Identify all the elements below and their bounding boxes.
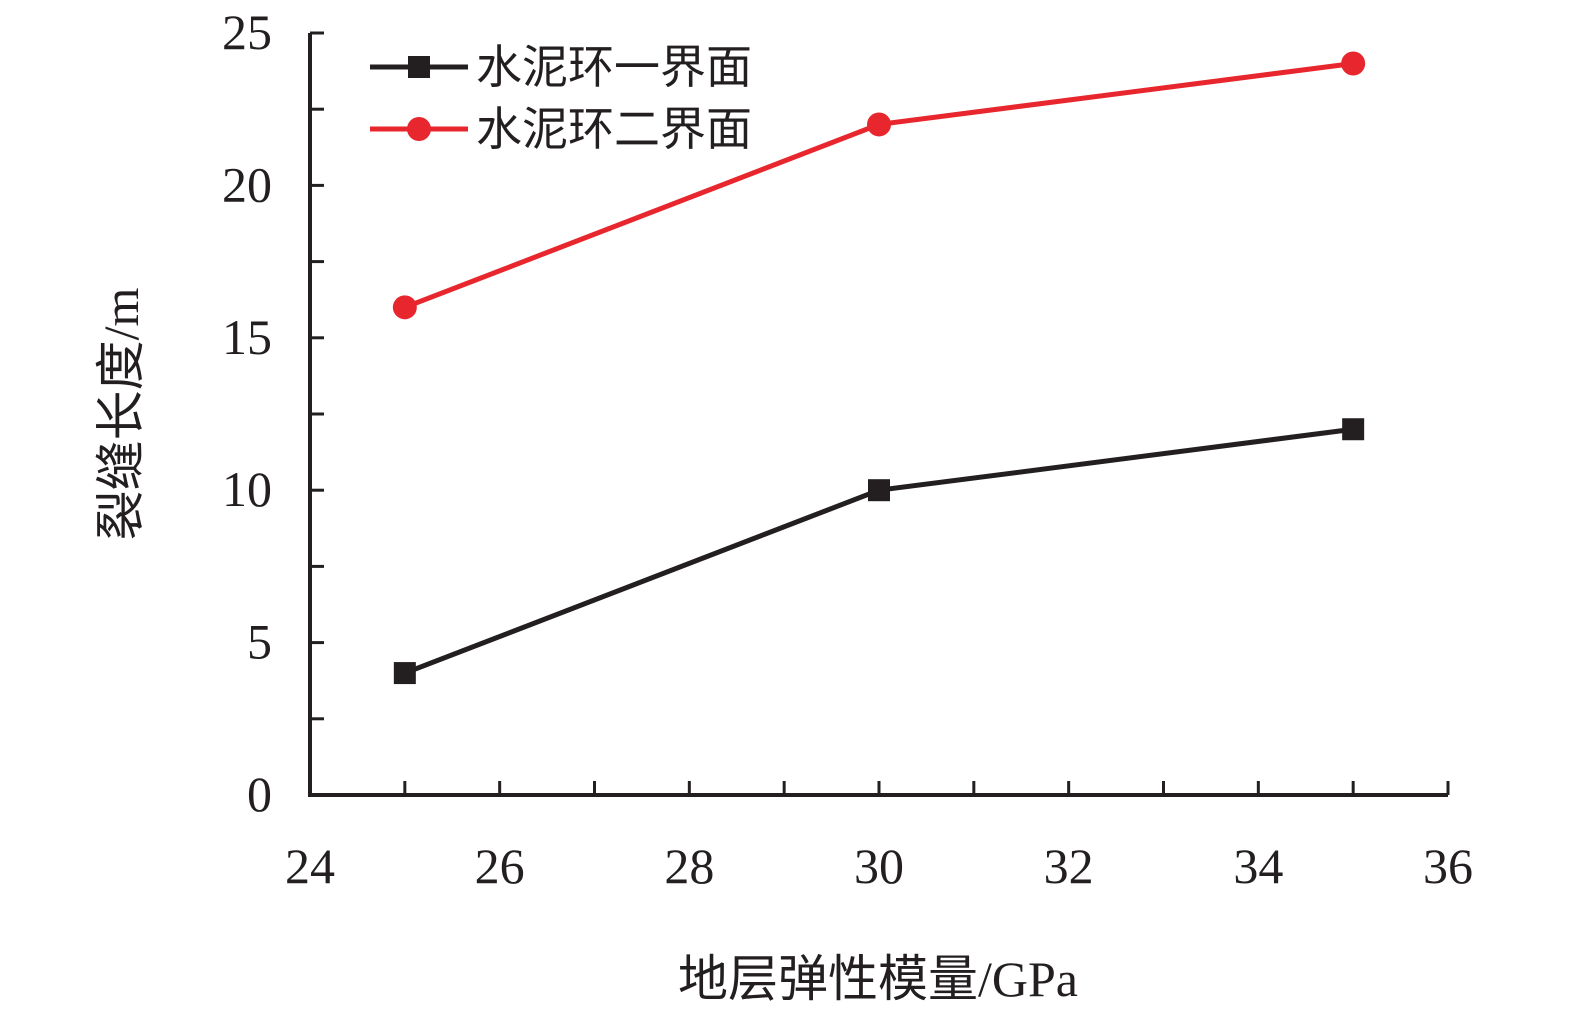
data-point <box>868 479 890 502</box>
y-tick-label: 20 <box>222 156 272 212</box>
data-point <box>393 662 416 685</box>
legend-label: 水泥环一界面 <box>476 42 752 93</box>
legend-item: 水泥环一界面 <box>370 42 752 93</box>
data-point <box>1341 51 1366 76</box>
x-tick-label: 34 <box>1233 838 1283 894</box>
data-point <box>867 112 891 137</box>
y-tick-label: 15 <box>222 309 272 365</box>
legend-item: 水泥环二界面 <box>370 104 752 155</box>
series-line <box>403 426 1354 676</box>
legend-marker <box>408 56 430 78</box>
axes: 0 5 10 15 20 25 24 26 28 30 32 34 36 <box>222 4 1473 894</box>
series-2 <box>392 51 1366 320</box>
x-tick-label: 26 <box>475 838 525 894</box>
y-tick-label: 10 <box>222 461 272 517</box>
x-tick-label: 28 <box>664 838 714 894</box>
legend-label: 水泥环二界面 <box>476 104 752 155</box>
x-tick-label: 32 <box>1044 838 1094 894</box>
x-tick-label: 30 <box>854 838 904 894</box>
series-line <box>403 61 1354 310</box>
x-tick-label: 24 <box>285 838 335 894</box>
series-1 <box>393 418 1365 685</box>
y-tick-label: 5 <box>247 614 272 670</box>
x-tick-label: 36 <box>1423 838 1473 894</box>
plot-area <box>392 51 1366 685</box>
x-axis-title: 地层弹性模量/GPa <box>678 951 1078 1007</box>
y-tick-label: 0 <box>247 766 272 822</box>
y-axis-title: 裂缝长度/m <box>93 288 149 541</box>
legend-marker <box>407 117 431 141</box>
data-point <box>1342 418 1365 441</box>
y-tick-label: 25 <box>222 4 272 60</box>
data-point <box>392 295 417 320</box>
